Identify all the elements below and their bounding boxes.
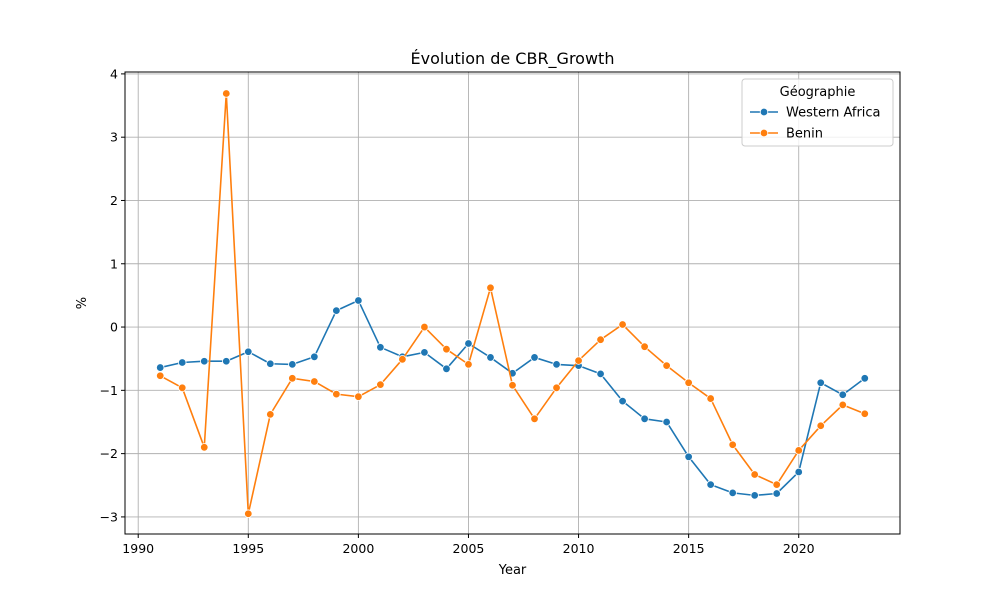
data-point xyxy=(508,381,517,390)
data-point xyxy=(332,389,341,399)
data-point xyxy=(442,364,451,374)
data-point xyxy=(420,348,429,357)
data-point xyxy=(200,357,209,366)
data-point xyxy=(244,347,253,356)
data-point xyxy=(442,345,451,354)
data-point xyxy=(464,339,473,348)
y-tick-label: 2 xyxy=(110,193,118,208)
y-tick-label: 4 xyxy=(110,66,118,81)
y-tick-label: −3 xyxy=(100,509,118,524)
data-point xyxy=(794,467,803,477)
y-tick-label: −1 xyxy=(100,383,118,398)
y-tick-label: 0 xyxy=(110,320,118,335)
data-point xyxy=(838,390,847,399)
x-tick-label: 2015 xyxy=(673,541,705,556)
data-point xyxy=(596,335,605,344)
y-tick-label: −2 xyxy=(100,446,118,461)
data-point xyxy=(816,421,825,430)
data-point xyxy=(860,409,869,418)
data-point xyxy=(178,358,187,367)
data-point xyxy=(398,355,407,364)
data-point xyxy=(750,470,759,479)
data-point xyxy=(860,374,869,383)
data-point xyxy=(706,480,715,489)
x-axis-label: Year xyxy=(498,563,527,578)
data-point xyxy=(156,363,165,372)
data-point xyxy=(266,359,275,368)
data-point xyxy=(684,378,693,387)
legend-title: Géographie xyxy=(780,85,856,100)
data-point xyxy=(310,352,319,361)
data-point xyxy=(772,480,781,489)
legend-label: Benin xyxy=(786,127,823,142)
legend-marker xyxy=(759,107,769,117)
data-point xyxy=(816,378,825,387)
data-point xyxy=(222,357,231,366)
data-point xyxy=(530,414,539,424)
y-axis-ticks: −3 −2 −1 0 1 2 3 4 xyxy=(100,66,125,524)
data-point xyxy=(640,414,649,424)
data-point xyxy=(772,489,781,498)
data-point xyxy=(354,392,363,401)
data-point xyxy=(288,374,297,383)
data-point xyxy=(376,343,385,352)
x-axis-ticks: 1990 1995 2000 2005 2010 2015 2020 xyxy=(122,534,815,556)
legend-box xyxy=(741,78,894,147)
x-tick-label: 2005 xyxy=(453,541,485,556)
data-point xyxy=(244,509,253,518)
y-axis-label: % xyxy=(75,297,90,309)
data-point xyxy=(310,377,319,386)
data-point xyxy=(552,360,561,369)
data-point xyxy=(662,361,671,370)
data-point xyxy=(420,322,429,332)
data-point xyxy=(706,394,715,403)
chart-title: Évolution de CBR_Growth xyxy=(411,49,615,69)
data-point xyxy=(728,440,737,449)
data-point xyxy=(464,360,473,369)
y-tick-label: 3 xyxy=(110,130,118,145)
series-line-benin xyxy=(159,92,866,515)
data-point xyxy=(332,306,341,315)
data-point xyxy=(288,360,297,369)
data-point xyxy=(662,417,671,427)
data-point xyxy=(640,342,649,351)
legend-label: Western Africa xyxy=(786,106,881,121)
data-point xyxy=(178,383,187,393)
data-point xyxy=(838,400,847,410)
data-point xyxy=(376,380,385,389)
x-tick-label: 1995 xyxy=(232,541,264,556)
series-layer xyxy=(156,89,869,518)
data-point xyxy=(530,353,539,362)
data-point xyxy=(222,89,231,98)
x-tick-label: 2010 xyxy=(563,541,595,556)
data-point xyxy=(156,371,165,380)
x-tick-label: 1990 xyxy=(122,541,154,556)
legend-entry-benin: Benin xyxy=(750,127,823,142)
data-point xyxy=(596,369,605,379)
data-point xyxy=(684,452,693,461)
y-tick-label: 1 xyxy=(110,256,118,271)
legend: Géographie Western Africa Benin xyxy=(741,78,894,147)
legend-entry-western-africa: Western Africa xyxy=(750,106,881,121)
data-point xyxy=(618,396,627,406)
data-point xyxy=(200,443,209,452)
data-point xyxy=(574,356,583,365)
x-tick-label: 2020 xyxy=(783,541,815,556)
plot-frame xyxy=(124,71,901,535)
data-point xyxy=(354,296,363,305)
data-point xyxy=(728,488,737,498)
legend-marker xyxy=(759,128,769,138)
series-line-western-africa xyxy=(160,299,866,497)
series-benin xyxy=(156,89,869,518)
data-point xyxy=(552,383,561,393)
data-point xyxy=(794,446,803,455)
data-point xyxy=(618,320,627,329)
x-tick-label: 2000 xyxy=(342,541,374,556)
data-point xyxy=(486,283,495,293)
data-point xyxy=(266,410,275,419)
data-point xyxy=(750,491,759,500)
legend-entries: Western Africa Benin xyxy=(750,106,881,142)
data-point xyxy=(486,353,495,362)
